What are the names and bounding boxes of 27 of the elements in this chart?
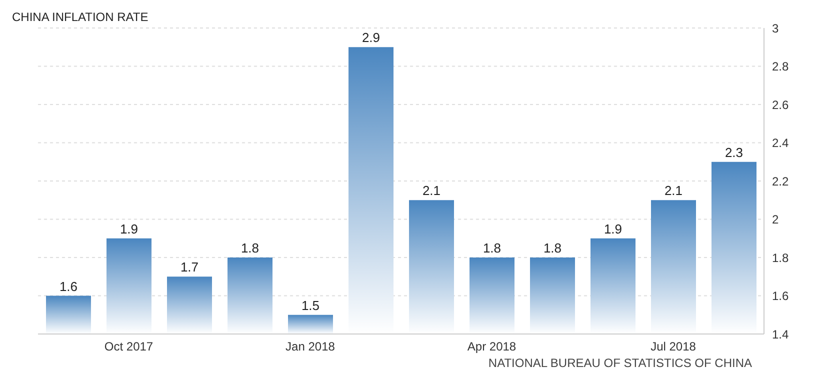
y-tick-label: 3 bbox=[772, 21, 779, 36]
x-tick-label: Jul 2018 bbox=[650, 340, 696, 354]
y-tick-label: 2 bbox=[772, 212, 779, 227]
y-tick-label: 1.6 bbox=[772, 289, 790, 304]
data-label: 2.1 bbox=[422, 183, 441, 198]
data-label: 1.7 bbox=[180, 260, 199, 275]
data-label: 2.9 bbox=[362, 30, 380, 46]
data-label: 1.8 bbox=[482, 240, 502, 256]
data-label: 1.6 bbox=[59, 278, 78, 294]
y-tick-label: 1.4 bbox=[772, 327, 790, 342]
data-label: 1.8 bbox=[240, 240, 260, 256]
data-label: 1.5 bbox=[301, 298, 320, 313]
data-label: 2.1 bbox=[664, 183, 683, 198]
x-tick-label: Oct 2017 bbox=[104, 340, 154, 354]
data-label: 1.8 bbox=[543, 240, 562, 256]
data-label: 1.9 bbox=[604, 221, 622, 236]
y-tick-label: 2.4 bbox=[772, 136, 790, 150]
chart-title: CHINA INFLATION RATE bbox=[12, 10, 148, 24]
x-tick-label: Jan 2018 bbox=[286, 340, 336, 354]
data-label: 2.3 bbox=[724, 144, 744, 160]
x-tick-label: Apr 2018 bbox=[467, 340, 516, 354]
y-tick-label: 1.8 bbox=[772, 250, 790, 265]
text: NATIONAL BUREAU OF STATISTICS OF CHINA bbox=[488, 356, 752, 370]
data-label: 1.9 bbox=[120, 221, 138, 236]
y-tick-label: 2.6 bbox=[772, 98, 790, 112]
y-tick-label: 2.8 bbox=[772, 60, 790, 74]
y-tick-label: 2.2 bbox=[772, 174, 790, 188]
